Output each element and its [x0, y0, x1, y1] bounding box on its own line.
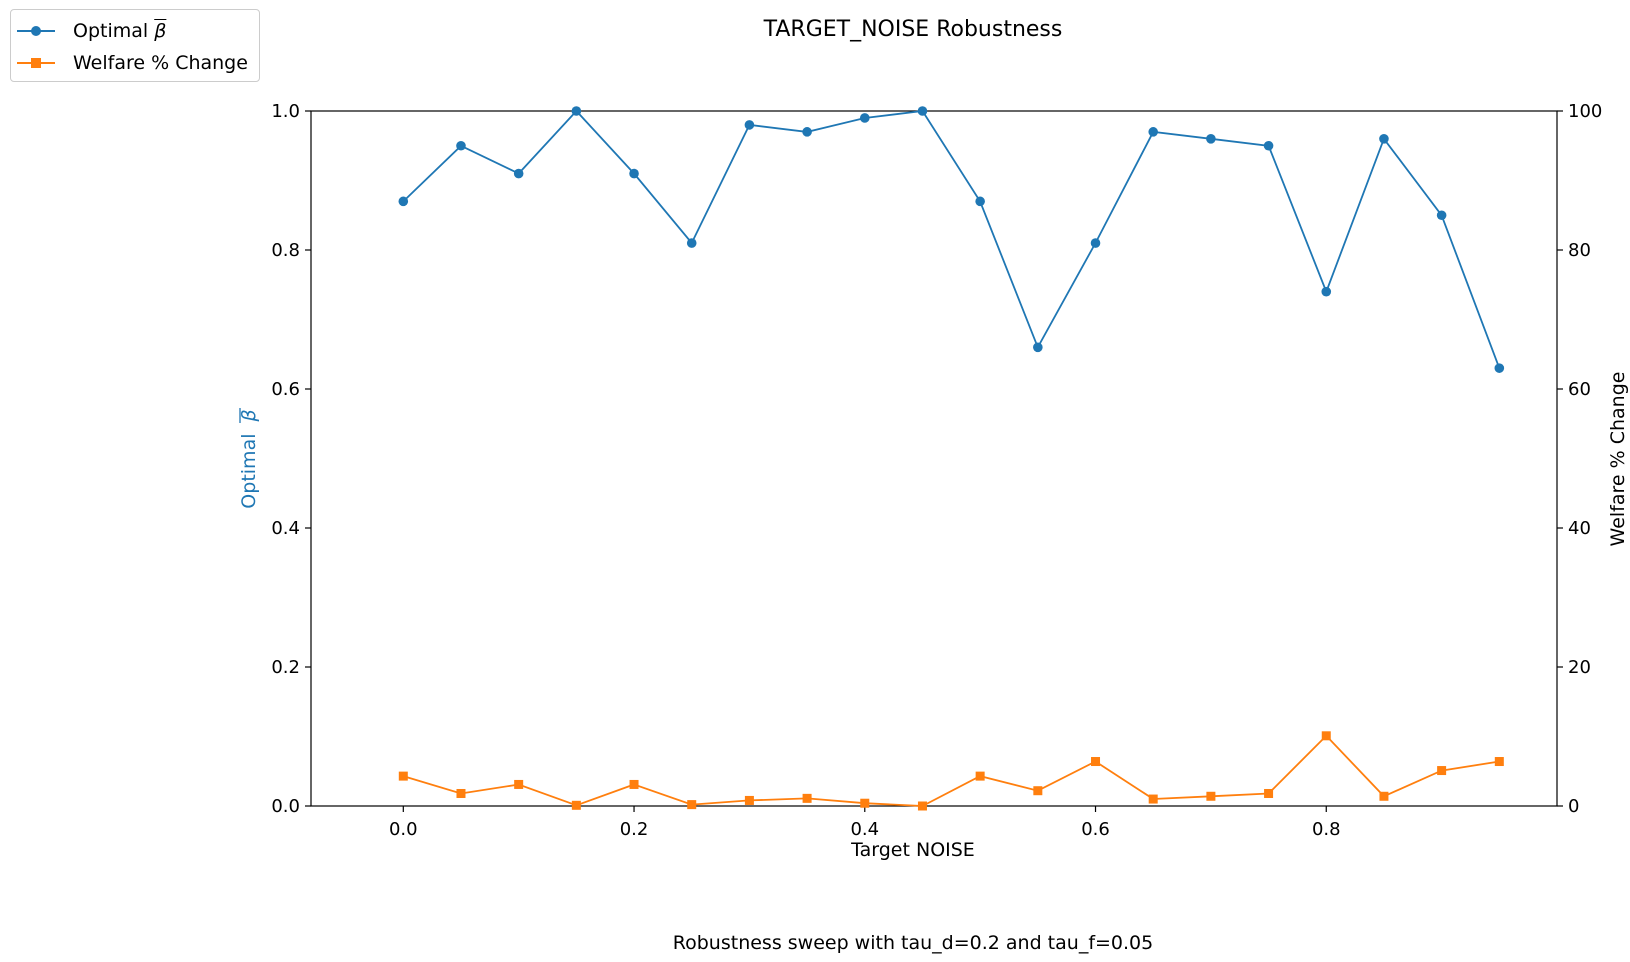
y-right-axis-label: Welfare % Change: [1607, 372, 1629, 547]
series-line-1: [403, 734, 1500, 807]
data-point: [917, 801, 927, 811]
y-right-tick-label: 100: [1568, 101, 1602, 122]
y-left-tick-label: 0.4: [271, 518, 300, 539]
x-tick-label: 0.0: [389, 819, 418, 840]
data-point: [1033, 786, 1043, 796]
y-right-axis-ticks: 0 20 40 60 80 100: [1557, 101, 1602, 817]
data-point: [802, 127, 812, 137]
data-point: [456, 788, 466, 798]
legend-swatch-optimal-beta: [17, 16, 61, 46]
data-point: [859, 113, 870, 123]
data-point: [1263, 140, 1274, 151]
y-right-tick-label: 20: [1568, 657, 1591, 678]
legend-entry-optimal-beta: Optimal β: [11, 16, 166, 46]
data-point: [1206, 791, 1216, 801]
x-axis-ticks: 0.0 0.2 0.4 0.6 0.8: [389, 806, 1341, 840]
series-points: [398, 106, 1505, 811]
data-point: [629, 168, 639, 179]
x-tick-label: 0.2: [620, 819, 649, 840]
data-point: [975, 771, 985, 781]
data-point: [1379, 791, 1389, 801]
data-point: [1437, 766, 1447, 776]
data-point: [744, 795, 754, 805]
y-left-axis-label: Optimal β: [238, 409, 260, 508]
data-point: [1494, 757, 1504, 767]
y-left-tick-label: 1.0: [271, 101, 300, 122]
data-point: [1494, 363, 1505, 373]
y-left-label-prefix: Optimal: [238, 434, 260, 509]
data-point: [686, 238, 697, 248]
data-point: [1379, 134, 1389, 144]
y-left-tick-label: 0.2: [271, 657, 300, 678]
data-point: [1264, 788, 1274, 798]
y-right-tick-label: 60: [1568, 379, 1591, 400]
data-point: [744, 120, 755, 130]
legend-label-optimal-beta: Optimal β: [73, 20, 166, 42]
data-point: [1321, 731, 1331, 741]
data-point: [629, 779, 639, 789]
data-point: [860, 798, 870, 808]
legend-label-optimal-prefix: Optimal: [73, 20, 149, 42]
legend-swatch-welfare: [17, 48, 61, 78]
legend: Optimal β Welfare % Change: [10, 9, 260, 82]
y-left-label-symbol: β: [238, 409, 260, 422]
x-tick-label: 0.8: [1312, 819, 1341, 840]
x-axis-label: Target NOISE: [850, 839, 975, 861]
data-point: [456, 140, 466, 151]
y-left-tick-label: 0.0: [271, 796, 300, 817]
legend-label-welfare: Welfare % Change: [73, 52, 248, 74]
chart-caption: Robustness sweep with tau_d=0.2 and tau_…: [672, 932, 1154, 954]
chart-title: TARGET_NOISE Robustness: [763, 17, 1063, 42]
y-left-tick-label: 0.8: [271, 240, 300, 261]
series-line-0: [402, 109, 1501, 369]
data-point: [687, 800, 697, 810]
legend-label-beta-symbol: β: [154, 20, 167, 42]
plot-frame: [310, 110, 1558, 807]
series-lines: [402, 109, 1501, 807]
x-tick-label: 0.4: [850, 819, 879, 840]
data-point: [975, 196, 985, 207]
data-point: [571, 800, 581, 810]
data-point: [1091, 757, 1101, 767]
data-point: [571, 106, 582, 116]
data-point: [1321, 286, 1332, 297]
data-point: [1090, 238, 1101, 248]
data-point: [398, 196, 409, 207]
data-point: [398, 771, 408, 781]
data-point: [1148, 794, 1158, 804]
y-right-tick-label: 80: [1568, 240, 1591, 261]
data-point: [514, 779, 524, 789]
data-point: [917, 106, 928, 116]
y-left-tick-label: 0.6: [271, 379, 300, 400]
legend-entry-welfare: Welfare % Change: [11, 48, 248, 78]
y-right-tick-label: 40: [1568, 518, 1591, 539]
data-point: [802, 793, 812, 803]
data-point: [513, 168, 524, 179]
x-tick-label: 0.6: [1081, 819, 1110, 840]
data-point: [1436, 210, 1447, 221]
data-point: [1033, 342, 1043, 353]
data-point: [1206, 134, 1216, 144]
y-right-tick-label: 0: [1568, 796, 1579, 817]
y-left-axis-ticks: 0.0 0.2 0.4 0.6 0.8 1.0: [271, 101, 311, 817]
data-point: [1148, 127, 1159, 137]
plot-area-border: [310, 110, 1558, 807]
